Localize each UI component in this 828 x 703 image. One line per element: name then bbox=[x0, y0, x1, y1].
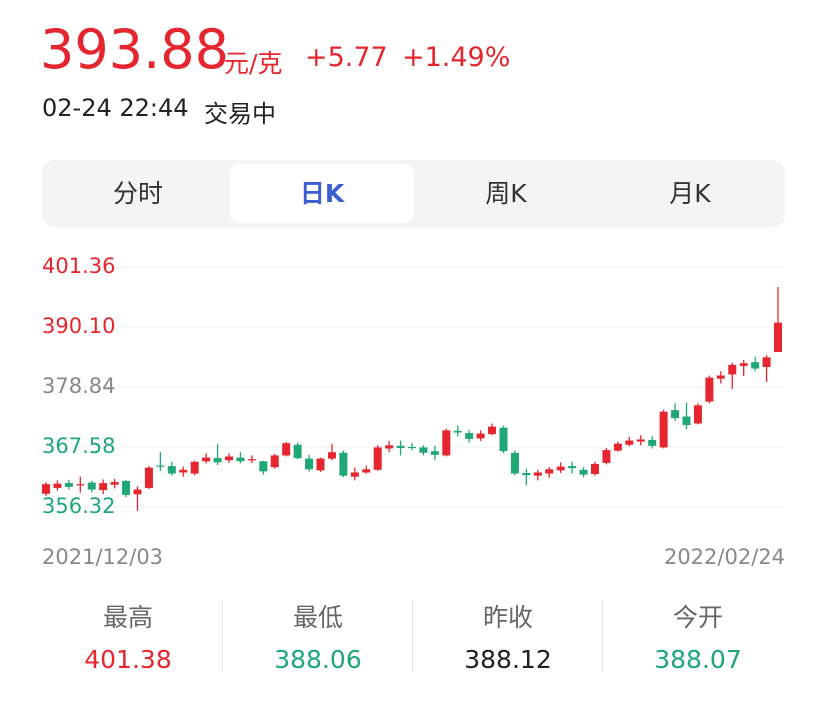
candle-body bbox=[133, 489, 142, 495]
unit: 元/克 bbox=[224, 49, 283, 78]
candle-body bbox=[156, 465, 165, 467]
candle-body bbox=[488, 426, 497, 435]
candle-body bbox=[568, 466, 577, 469]
candle-body bbox=[442, 430, 451, 456]
candle-body bbox=[87, 482, 96, 490]
candle-body bbox=[693, 405, 702, 424]
stat-label: 最低 bbox=[292, 603, 343, 632]
candle-body bbox=[225, 456, 233, 461]
candle-body bbox=[396, 445, 405, 448]
candle-body bbox=[236, 457, 245, 462]
tab[interactable]: 周K bbox=[485, 179, 527, 208]
candle-body bbox=[179, 469, 188, 473]
candle-body bbox=[64, 483, 73, 487]
candle-body bbox=[350, 472, 359, 477]
candle-body bbox=[76, 484, 85, 486]
candle-body bbox=[167, 466, 176, 474]
tab[interactable]: 分时 bbox=[112, 179, 163, 208]
candle-body bbox=[762, 357, 771, 367]
y-tick-label: 367.58 bbox=[42, 434, 115, 458]
stat-label: 最高 bbox=[102, 603, 153, 632]
candle-body bbox=[682, 416, 691, 426]
candle-body bbox=[373, 447, 382, 470]
candle-body bbox=[293, 444, 302, 459]
candle-body bbox=[122, 480, 131, 495]
change-pct: +1.49% bbox=[402, 42, 511, 73]
candle-body bbox=[270, 455, 279, 468]
stat-value: 388.12 bbox=[464, 645, 552, 674]
candle-body bbox=[213, 458, 222, 463]
candle-body bbox=[728, 364, 737, 375]
candle-body bbox=[53, 483, 62, 488]
tab[interactable]: 日K bbox=[230, 164, 414, 223]
candle-body bbox=[316, 458, 325, 471]
tab-bar: 分时 日K 周K 月K bbox=[42, 160, 785, 227]
tab[interactable]: 月K bbox=[669, 179, 711, 208]
stat-label: 今开 bbox=[672, 603, 723, 632]
candle-body bbox=[190, 461, 199, 474]
chart: 356.32 367.58 378.84 390.10 401.36 2021/12/03… bbox=[42, 254, 785, 569]
candle-body bbox=[327, 452, 336, 459]
candle-body bbox=[602, 450, 611, 463]
stat-label: 昨收 bbox=[482, 603, 533, 632]
candle-body bbox=[716, 375, 725, 379]
candle-body bbox=[453, 430, 462, 433]
candle-body bbox=[648, 439, 657, 446]
candle-body bbox=[259, 461, 268, 472]
candle-body bbox=[202, 457, 211, 462]
candle-body bbox=[533, 472, 542, 476]
candle-body bbox=[282, 443, 291, 456]
time: 02-24 22:44 bbox=[42, 94, 189, 122]
candle-body bbox=[579, 469, 588, 475]
candle-body bbox=[430, 451, 439, 455]
candle-body bbox=[42, 484, 50, 494]
candle-body bbox=[510, 452, 519, 474]
x-tick-label: 2022/02/24 bbox=[664, 545, 785, 569]
candle-body bbox=[385, 445, 394, 449]
y-tick-label: 390.10 bbox=[42, 314, 115, 338]
y-tick-label: 356.32 bbox=[42, 494, 115, 518]
candle-body bbox=[591, 463, 599, 475]
divider bbox=[412, 600, 413, 672]
candle-body bbox=[99, 483, 108, 491]
stat-value: 388.06 bbox=[274, 645, 362, 674]
candle-body bbox=[751, 362, 760, 369]
y-tick-label: 401.36 bbox=[42, 254, 115, 278]
candle-body bbox=[671, 410, 680, 419]
candle-body bbox=[499, 427, 508, 452]
candle-body bbox=[556, 466, 565, 471]
stat-value: 388.07 bbox=[654, 645, 742, 674]
y-tick-label: 378.84 bbox=[42, 374, 115, 398]
candle-body bbox=[739, 363, 748, 366]
price: 393.88 bbox=[40, 18, 229, 81]
candle-body bbox=[305, 458, 314, 470]
candle-body bbox=[659, 411, 668, 448]
candle-body bbox=[625, 440, 634, 445]
divider bbox=[222, 600, 223, 672]
candle-body bbox=[339, 452, 348, 476]
candle-body bbox=[545, 469, 554, 474]
stat-value: 401.38 bbox=[84, 645, 172, 674]
candle-body bbox=[636, 439, 645, 442]
candle-body bbox=[110, 482, 119, 485]
candle-body bbox=[362, 469, 371, 473]
change: +5.77 bbox=[305, 42, 388, 73]
candle-body bbox=[408, 446, 416, 449]
candle-body bbox=[705, 377, 714, 402]
candle-body bbox=[419, 447, 428, 453]
candle-body bbox=[144, 467, 153, 488]
divider bbox=[602, 600, 603, 672]
candle-body bbox=[247, 459, 256, 461]
candle-body bbox=[613, 443, 622, 451]
status: 交易中 bbox=[204, 100, 276, 128]
candle-body bbox=[774, 322, 782, 353]
candle-body bbox=[476, 433, 485, 439]
candle-body bbox=[522, 473, 531, 476]
candle-body bbox=[465, 433, 474, 439]
x-tick-label: 2021/12/03 bbox=[42, 545, 163, 569]
